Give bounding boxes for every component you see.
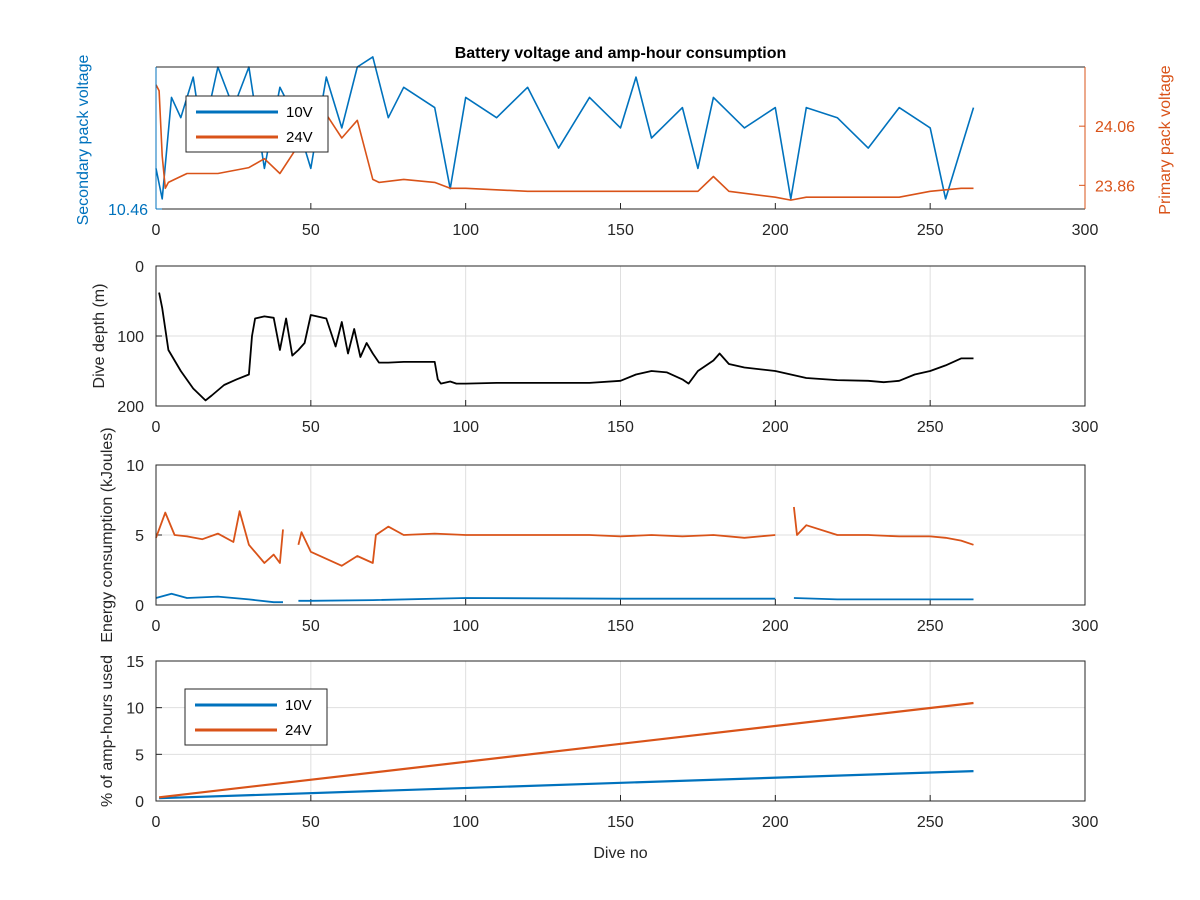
series-line-10V	[159, 770, 974, 800]
y-axis-label: Energy consumption (kJoules)	[99, 427, 116, 642]
left-y-tick-label: 10.46	[108, 202, 148, 219]
x-tick-label: 300	[1072, 618, 1099, 635]
x-tick-label: 300	[1072, 814, 1099, 831]
x-tick-label: 50	[302, 222, 320, 239]
y-tick-label: 100	[117, 329, 144, 346]
right-y-tick-label: 23.86	[1095, 178, 1135, 195]
left-y-axis-label: Secondary pack voltage	[75, 55, 92, 226]
x-tick-label: 50	[302, 618, 320, 635]
x-tick-label: 100	[452, 618, 479, 635]
x-tick-label: 150	[607, 814, 634, 831]
legend-box	[185, 95, 329, 153]
y-tick-label: 200	[117, 399, 144, 416]
x-tick-label: 250	[917, 419, 944, 436]
x-tick-label: 50	[302, 419, 320, 436]
y-tick-label: 15	[126, 654, 144, 671]
x-tick-label: 150	[607, 419, 634, 436]
x-tick-label: 100	[452, 222, 479, 239]
x-tick-label: 150	[607, 222, 634, 239]
y-tick-label: 0	[135, 259, 144, 276]
y-axis-label: Dive depth (m)	[91, 284, 108, 389]
x-tick-label: 50	[302, 814, 320, 831]
legend-label-10V: 10V	[285, 697, 312, 714]
legend-label-24V: 24V	[286, 129, 313, 146]
series-line-24V	[155, 506, 974, 567]
legend-label-24V: 24V	[285, 722, 312, 739]
y-tick-label: 0	[135, 598, 144, 615]
chart-title: Battery voltage and amp-hour consumption	[455, 45, 787, 62]
y-tick-label: 0	[135, 794, 144, 811]
x-tick-label: 0	[152, 419, 161, 436]
y-axis-label: % of amp-hours used	[99, 655, 116, 807]
x-tick-label: 150	[607, 618, 634, 635]
x-tick-label: 250	[917, 618, 944, 635]
y-tick-label: 10	[126, 458, 144, 475]
x-axis-label: Dive no	[593, 845, 647, 862]
right-y-tick-label: 24.06	[1095, 119, 1135, 136]
x-tick-label: 100	[452, 814, 479, 831]
y-tick-label: 10	[126, 701, 144, 718]
x-tick-label: 200	[762, 618, 789, 635]
series-line-24V	[158, 701, 974, 799]
series-line-10V	[155, 592, 974, 604]
y-tick-label: 5	[135, 747, 144, 764]
x-tick-label: 100	[452, 419, 479, 436]
x-tick-label: 0	[152, 618, 161, 635]
axes-box	[155, 265, 1086, 407]
x-tick-label: 250	[917, 222, 944, 239]
x-tick-label: 250	[917, 814, 944, 831]
x-tick-label: 0	[152, 814, 161, 831]
x-tick-label: 200	[762, 814, 789, 831]
y-tick-label: 5	[135, 528, 144, 545]
x-tick-label: 200	[762, 419, 789, 436]
axes-box	[155, 464, 1086, 606]
right-y-axis-label: Primary pack voltage	[1157, 65, 1174, 214]
axes-box	[155, 660, 1086, 802]
legend-box	[184, 688, 328, 746]
series-line	[158, 292, 974, 402]
series-line-24V	[155, 84, 974, 201]
x-tick-label: 200	[762, 222, 789, 239]
x-tick-label: 300	[1072, 222, 1099, 239]
legend-label-10V: 10V	[286, 104, 313, 121]
x-tick-label: 0	[152, 222, 161, 239]
x-tick-label: 300	[1072, 419, 1099, 436]
